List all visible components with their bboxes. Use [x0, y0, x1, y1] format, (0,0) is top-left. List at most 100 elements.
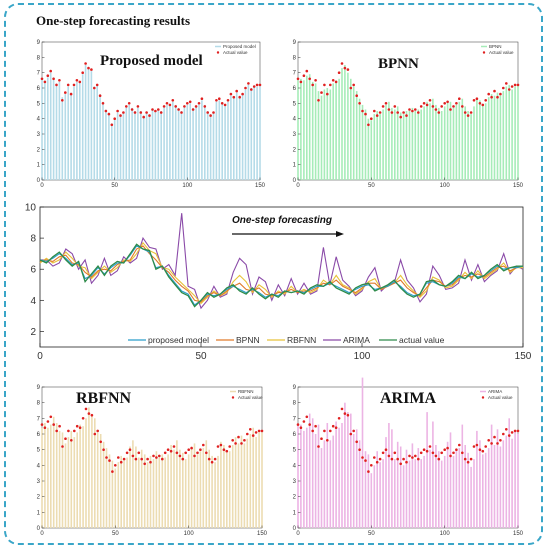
actual-marker [181, 457, 185, 461]
actual-marker [122, 457, 126, 461]
bar [73, 86, 75, 180]
y-tick-label: 5 [293, 101, 297, 107]
bar [499, 446, 502, 528]
actual-marker [478, 448, 482, 451]
bar [128, 104, 130, 180]
bar [306, 427, 308, 528]
bar [209, 114, 212, 180]
y-tick-label: 3 [37, 132, 41, 138]
actual-marker [323, 429, 326, 433]
bar [355, 429, 358, 528]
bar [223, 445, 225, 528]
actual-marker [378, 457, 382, 461]
actual-marker [142, 115, 145, 119]
actual-marker [299, 426, 303, 429]
bar [190, 446, 193, 528]
actual-marker [425, 103, 429, 107]
actual-marker [125, 451, 129, 455]
bar [399, 446, 402, 528]
actual-marker [113, 117, 116, 120]
bar [228, 451, 231, 528]
actual-marker [96, 429, 99, 433]
actual-marker [405, 460, 408, 464]
bar [250, 88, 253, 180]
actual-marker [475, 443, 479, 447]
actual-marker [329, 83, 332, 87]
actual-marker [340, 407, 344, 411]
bar [473, 459, 475, 528]
y-tick-label: 1 [293, 510, 297, 516]
bar [90, 71, 93, 180]
actual-marker [358, 102, 361, 105]
y-tick-label: 7 [293, 71, 297, 77]
actual-marker [87, 412, 91, 415]
bar [358, 98, 361, 180]
actual-marker [114, 464, 117, 467]
x-tick-label: 0 [37, 351, 43, 362]
bar [167, 454, 169, 528]
bar [259, 84, 261, 180]
actual-marker [481, 449, 485, 453]
actual-marker [61, 99, 64, 102]
bar [473, 106, 475, 180]
actual-marker [251, 434, 255, 437]
y-tick-label: 7 [293, 416, 297, 422]
bar [464, 106, 466, 180]
bar [517, 84, 519, 180]
actual-marker [370, 117, 373, 120]
bar [79, 81, 81, 180]
actual-marker [64, 91, 67, 94]
bar [64, 443, 67, 528]
actual-marker [308, 77, 311, 81]
bar [449, 432, 452, 528]
actual-marker [154, 109, 157, 113]
bar [320, 448, 323, 528]
actual-marker [93, 86, 96, 90]
annotation-text: One-step forecasting [232, 215, 332, 226]
bar [379, 114, 381, 180]
bar [317, 424, 320, 528]
chart-title: ARIMA [380, 390, 436, 407]
bar [195, 106, 197, 180]
actual-marker [358, 448, 361, 451]
actual-marker [84, 407, 88, 411]
bar [311, 418, 314, 528]
actual-marker [337, 417, 341, 420]
bar [143, 454, 146, 528]
legend-entry-bpnn: BPNN [236, 335, 260, 345]
bar [297, 424, 299, 528]
bar [423, 455, 425, 528]
actual-marker [72, 83, 76, 87]
bar [388, 101, 390, 180]
actual-marker [134, 457, 138, 461]
actual-marker [43, 426, 47, 429]
actual-marker [502, 432, 505, 436]
bar [446, 441, 449, 528]
y-tick-label: 8 [37, 401, 41, 407]
bar [364, 109, 367, 180]
actual-marker [158, 454, 161, 458]
bar [326, 88, 329, 180]
actual-marker [143, 462, 146, 466]
annotation-arrowhead [336, 231, 344, 237]
bar [246, 438, 249, 528]
bar [479, 100, 481, 180]
bar [332, 83, 334, 180]
bar [172, 101, 174, 180]
bar [102, 101, 104, 180]
actual-marker [260, 429, 264, 433]
actual-marker [496, 95, 499, 99]
actual-marker [373, 109, 376, 113]
actual-marker [411, 456, 414, 459]
actual-marker [349, 432, 353, 436]
bar [55, 83, 58, 180]
bar [244, 89, 247, 180]
actual-marker [252, 85, 256, 88]
actual-marker [437, 457, 441, 461]
actual-marker [159, 111, 163, 114]
bar [355, 91, 358, 180]
y-tick-label: 4 [37, 463, 41, 469]
actual-marker [243, 439, 246, 442]
y-tick-label: 2 [293, 495, 297, 501]
bar [452, 455, 455, 528]
